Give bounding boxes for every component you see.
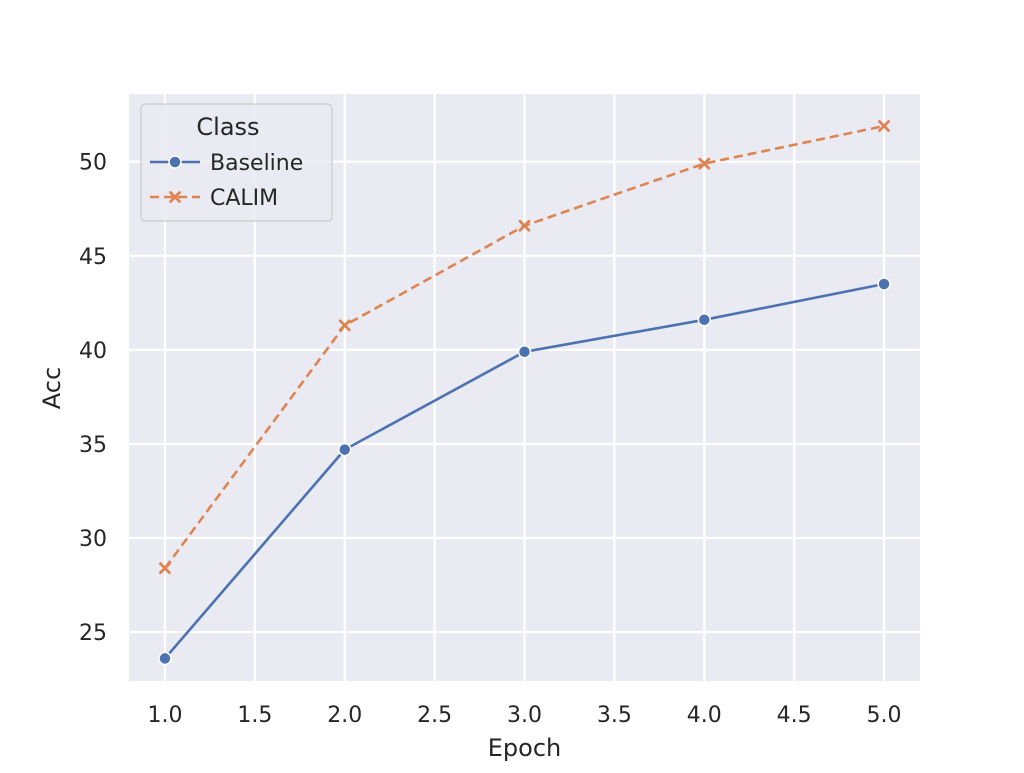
data-point: [159, 562, 171, 575]
data-point: [877, 277, 891, 291]
y-tick-label: 50: [79, 151, 107, 176]
x-tick-label: 1.5: [237, 703, 272, 728]
y-tick-label: 40: [79, 339, 107, 364]
x-tick-label: 3.0: [507, 703, 542, 728]
x-tick-label: 3.5: [597, 703, 632, 728]
x-tick-label: 2.5: [417, 703, 452, 728]
legend-box: [140, 103, 333, 222]
y-tick-label: 35: [79, 433, 107, 458]
y-axis-title: Acc: [38, 367, 66, 409]
y-tick-label: 30: [79, 527, 107, 552]
data-point: [878, 120, 890, 132]
x-axis-title: Epoch: [488, 734, 562, 762]
data-point: [518, 219, 531, 232]
grid-lines: [129, 94, 920, 681]
data-point: [338, 319, 351, 332]
data-point: [337, 442, 352, 457]
x-tick-label: 5.0: [867, 703, 902, 728]
x-tick-label: 2.0: [327, 703, 362, 728]
data-point: [697, 313, 712, 327]
data-point: [698, 157, 711, 170]
series-baseline: [158, 277, 891, 666]
data-point: [517, 345, 532, 359]
legend-marker: [168, 155, 182, 169]
legend-label: CALIM: [210, 186, 278, 211]
tick-labels: 1.0 1.5 2.0 2.5 3.0 3.5 4.0 4.5 5.0 25 30 35 40 45 50: [79, 151, 902, 728]
series-calim: [159, 120, 890, 575]
x-tick-label: 4.0: [687, 703, 722, 728]
legend-entries: Baseline CALIM: [150, 151, 303, 211]
legend-entry: Baseline: [150, 151, 303, 176]
legend-label: Baseline: [210, 151, 303, 176]
legend-title: Class: [196, 113, 259, 141]
y-tick-label: 25: [79, 621, 107, 646]
data-point: [158, 651, 172, 666]
legend-marker: [169, 191, 181, 203]
legend-entry: CALIM: [150, 186, 278, 211]
x-tick-label: 4.5: [777, 703, 812, 728]
y-tick-label: 45: [79, 245, 107, 270]
series-layer: [158, 120, 891, 666]
legend: Class Baseline CALIM: [140, 103, 333, 222]
x-tick-label: 1.0: [147, 703, 182, 728]
